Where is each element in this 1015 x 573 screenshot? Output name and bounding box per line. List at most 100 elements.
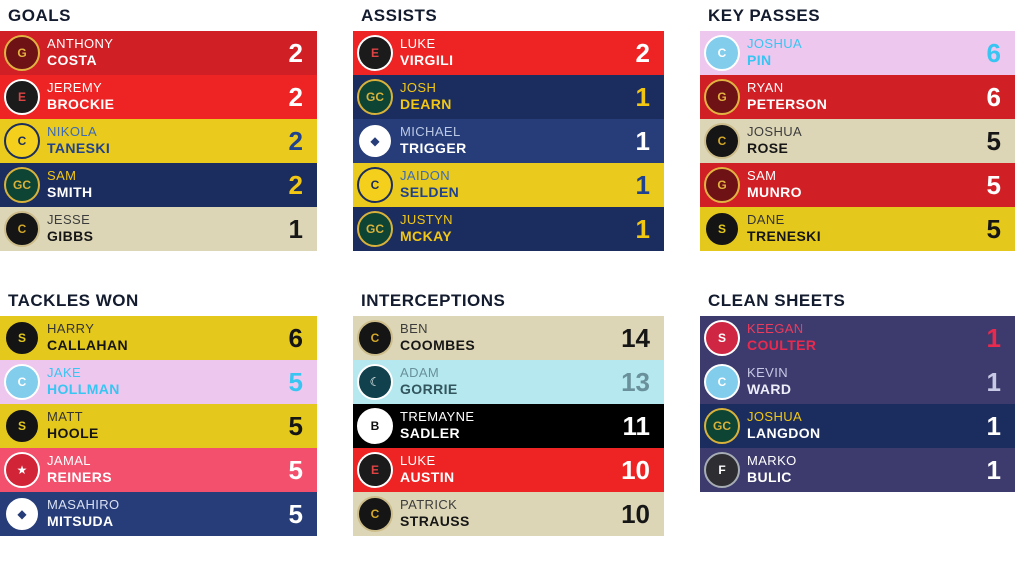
player-name: RYAN PETERSON bbox=[747, 81, 827, 113]
player-row[interactable]: C JAKE HOLLMAN 5 bbox=[0, 360, 317, 404]
team-badge-icon: C bbox=[4, 364, 40, 400]
player-last-name: WARD bbox=[747, 381, 792, 398]
stat-value: 6 bbox=[986, 37, 1001, 68]
player-row[interactable]: C JAIDON SELDEN 1 bbox=[353, 163, 664, 207]
stat-value: 5 bbox=[986, 125, 1001, 156]
player-row[interactable]: F MARKO BULIC 1 bbox=[700, 448, 1015, 492]
player-name: KEVIN WARD bbox=[747, 366, 792, 398]
player-row[interactable]: E JEREMY BROCKIE 2 bbox=[0, 75, 317, 119]
player-last-name: DEARN bbox=[400, 96, 452, 113]
player-first-name: JOSH bbox=[400, 80, 437, 96]
player-row[interactable]: GC SAM SMITH 2 bbox=[0, 163, 317, 207]
player-row[interactable]: G SAM MUNRO 5 bbox=[700, 163, 1015, 207]
player-row[interactable]: S HARRY CALLAHAN 6 bbox=[0, 316, 317, 360]
stat-value: 2 bbox=[288, 169, 303, 200]
player-first-name: JUSTYN bbox=[400, 212, 453, 228]
panel-title-tackles-won: TACKLES WON bbox=[8, 291, 139, 310]
player-first-name: JEREMY bbox=[47, 80, 103, 96]
team-badge-icon: S bbox=[4, 408, 40, 444]
player-name: JESSE GIBBS bbox=[47, 212, 93, 245]
team-badge-icon: E bbox=[4, 79, 40, 115]
player-name: JOSHUA ROSE bbox=[747, 124, 803, 157]
player-row[interactable]: G RYAN PETERSON 6 bbox=[700, 75, 1015, 119]
player-first-name: JOSHUA bbox=[747, 124, 803, 140]
player-last-name: BROCKIE bbox=[47, 96, 115, 113]
player-row[interactable]: GC JOSH DEARN 1 bbox=[353, 75, 664, 119]
panel-title-goals: GOALS bbox=[8, 6, 71, 25]
panel-tackles-won: TACKLES WON S HARRY CALLAHAN 6 C JAKE HO… bbox=[0, 291, 317, 536]
stat-value: 5 bbox=[288, 366, 303, 397]
panel-goals: GOALS G ANTHONY COSTA 2 E JEREMY BROCKIE… bbox=[0, 6, 317, 251]
stat-value: 10 bbox=[621, 498, 650, 529]
team-badge-icon: ☾ bbox=[357, 364, 393, 400]
player-row[interactable]: ★ JAMAL REINERS 5 bbox=[0, 448, 317, 492]
player-row[interactable]: S DANE TRENESKI 5 bbox=[700, 207, 1015, 251]
player-first-name: MICHAEL bbox=[400, 124, 461, 140]
player-first-name: MATT bbox=[47, 409, 84, 425]
leaderboard-rows-assists: E LUKE VIRGILI 2 GC JOSH DEARN 1 ◆ MICHA… bbox=[353, 31, 664, 251]
player-name: JAIDON SELDEN bbox=[400, 169, 459, 201]
panel-key-passes: KEY PASSES C JOSHUA PIN 6 G RYAN PETERSO… bbox=[700, 6, 1015, 251]
player-row[interactable]: GC JUSTYN MCKAY 1 bbox=[353, 207, 664, 251]
panel-clean-sheets: CLEAN SHEETS S KEEGAN COULTER 1 C KEVIN … bbox=[700, 291, 1015, 492]
player-row[interactable]: C JESSE GIBBS 1 bbox=[0, 207, 317, 251]
team-badge-icon: S bbox=[704, 320, 740, 356]
player-name: JEREMY BROCKIE bbox=[47, 80, 115, 113]
player-row[interactable]: E LUKE AUSTIN 10 bbox=[353, 448, 664, 492]
team-badge-icon: GC bbox=[357, 79, 393, 115]
player-row[interactable]: S MATT HOOLE 5 bbox=[0, 404, 317, 448]
player-first-name: JAKE bbox=[47, 365, 82, 381]
player-row[interactable]: E LUKE VIRGILI 2 bbox=[353, 31, 664, 75]
player-row[interactable]: GC JOSHUA LANGDON 1 bbox=[700, 404, 1015, 448]
team-badge-icon: S bbox=[4, 320, 40, 356]
player-name: LUKE VIRGILI bbox=[400, 36, 453, 69]
team-badge-icon: S bbox=[704, 211, 740, 247]
panel-title-clean-sheets: CLEAN SHEETS bbox=[708, 291, 846, 310]
team-badge-icon: GC bbox=[4, 167, 40, 203]
player-last-name: MITSUDA bbox=[47, 513, 114, 530]
player-row[interactable]: B TREMAYNE SADLER 11 bbox=[353, 404, 664, 448]
player-first-name: LUKE bbox=[400, 36, 436, 52]
player-row[interactable]: S KEEGAN COULTER 1 bbox=[700, 316, 1015, 360]
stat-value: 5 bbox=[288, 410, 303, 441]
team-badge-icon: C bbox=[357, 320, 393, 356]
player-last-name: ROSE bbox=[747, 140, 789, 157]
player-first-name: DANE bbox=[747, 212, 785, 228]
player-row[interactable]: C PATRICK STRAUSS 10 bbox=[353, 492, 664, 536]
player-name: JUSTYN MCKAY bbox=[400, 212, 453, 245]
team-badge-icon: C bbox=[4, 123, 40, 159]
player-row[interactable]: ☾ ADAM GORRIE 13 bbox=[353, 360, 664, 404]
player-last-name: MCKAY bbox=[400, 228, 453, 245]
player-row[interactable]: C KEVIN WARD 1 bbox=[700, 360, 1015, 404]
player-row[interactable]: C BEN COOMBES 14 bbox=[353, 316, 664, 360]
player-name: SAM MUNRO bbox=[747, 169, 802, 201]
player-name: LUKE AUSTIN bbox=[400, 454, 455, 486]
player-last-name: COULTER bbox=[747, 337, 817, 354]
panel-interceptions: INTERCEPTIONS C BEN COOMBES 14 ☾ ADAM GO… bbox=[353, 291, 664, 536]
stat-value: 1 bbox=[986, 454, 1001, 485]
player-row[interactable]: C NIKOLA TANESKI 2 bbox=[0, 119, 317, 163]
stat-value: 1 bbox=[635, 81, 650, 112]
team-badge-icon: GC bbox=[704, 408, 740, 444]
player-row[interactable]: C JOSHUA ROSE 5 bbox=[700, 119, 1015, 163]
panel-title-interceptions: INTERCEPTIONS bbox=[361, 291, 506, 310]
player-name: TREMAYNE SADLER bbox=[400, 410, 474, 442]
team-badge-icon: E bbox=[357, 35, 393, 71]
leaderboard-rows-clean-sheets: S KEEGAN COULTER 1 C KEVIN WARD 1 GC JOS… bbox=[700, 316, 1015, 492]
team-badge-icon: C bbox=[357, 167, 393, 203]
player-row[interactable]: ◆ MASAHIRO MITSUDA 5 bbox=[0, 492, 317, 536]
stat-value: 10 bbox=[621, 454, 650, 485]
stat-value: 2 bbox=[288, 37, 303, 68]
team-badge-icon: G bbox=[704, 79, 740, 115]
player-last-name: LANGDON bbox=[747, 425, 821, 442]
player-last-name: HOOLE bbox=[47, 425, 99, 442]
stat-value: 1 bbox=[635, 213, 650, 244]
player-name: JOSHUA LANGDON bbox=[747, 410, 821, 442]
player-row[interactable]: ◆ MICHAEL TRIGGER 1 bbox=[353, 119, 664, 163]
player-row[interactable]: C JOSHUA PIN 6 bbox=[700, 31, 1015, 75]
player-first-name: JESSE bbox=[47, 212, 91, 228]
player-name: JOSH DEARN bbox=[400, 80, 452, 113]
stat-value: 2 bbox=[288, 81, 303, 112]
player-row[interactable]: G ANTHONY COSTA 2 bbox=[0, 31, 317, 75]
player-first-name: JOSHUA bbox=[747, 36, 803, 52]
